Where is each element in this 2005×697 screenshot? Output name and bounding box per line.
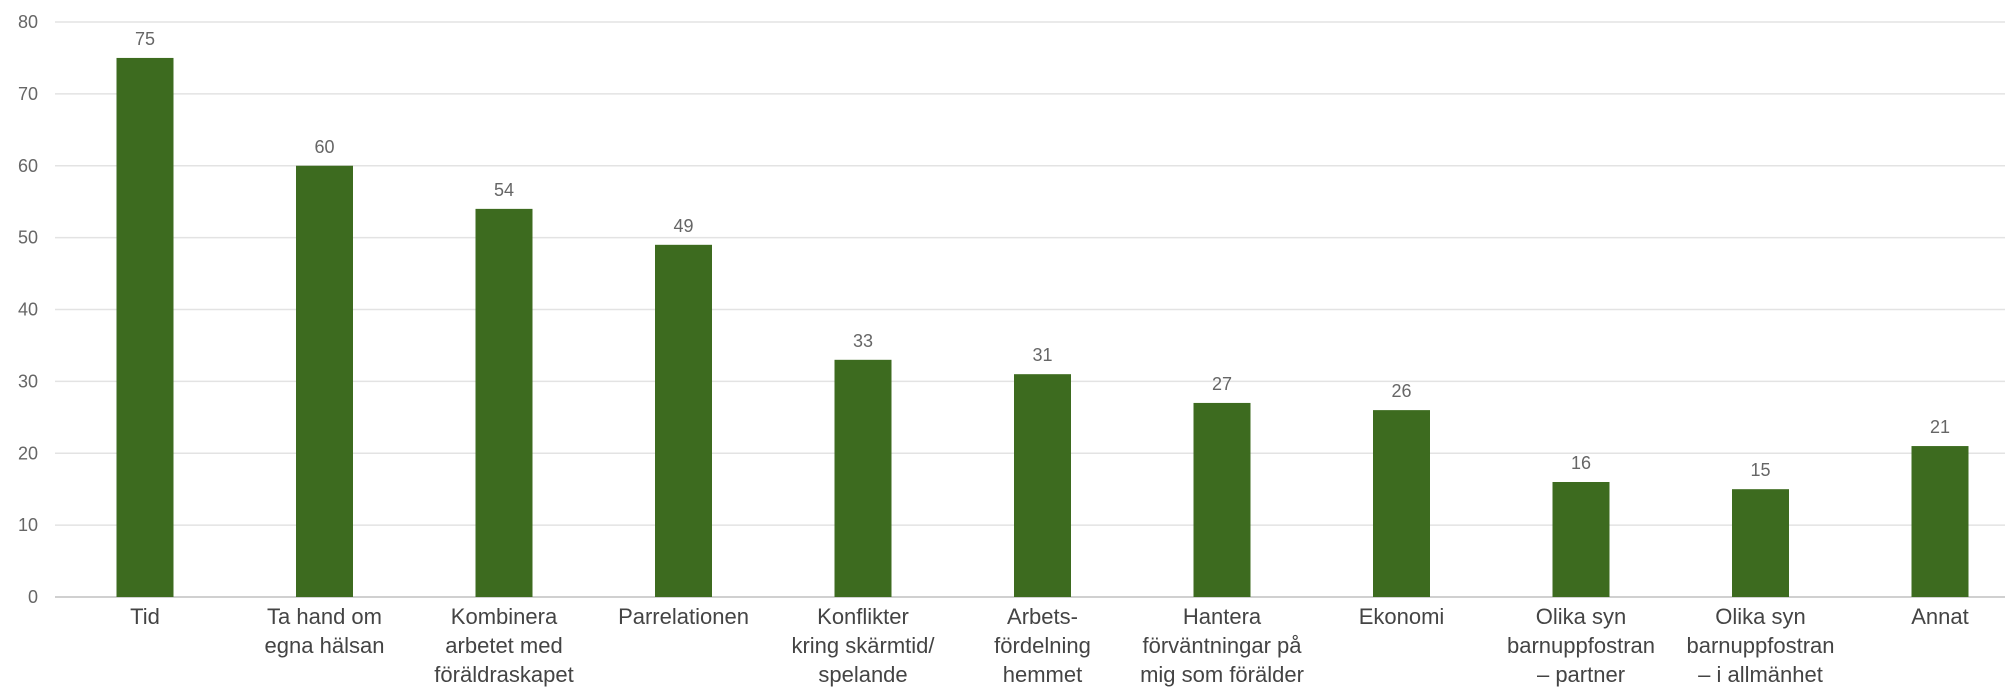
data-label: 49 bbox=[673, 216, 693, 236]
x-tick-label-line: Annat bbox=[1911, 604, 1969, 629]
y-tick-label: 30 bbox=[18, 371, 38, 391]
bar bbox=[475, 208, 533, 597]
bar bbox=[116, 57, 174, 597]
x-tick-label: Ta hand om egna hälsan bbox=[265, 604, 385, 658]
y-tick-label: 70 bbox=[18, 84, 38, 104]
bar bbox=[1014, 374, 1071, 597]
x-tick-label-line: förväntningar på bbox=[1143, 633, 1303, 658]
data-label: 54 bbox=[494, 180, 514, 200]
x-tick-label: Kombinera arbetet med föräldraskapet bbox=[434, 604, 573, 687]
x-tick-label: Annat bbox=[1911, 604, 1969, 629]
x-tick-label-line: fördelning bbox=[994, 633, 1091, 658]
y-tick-label: 10 bbox=[18, 515, 38, 535]
y-tick-label: 40 bbox=[18, 300, 38, 320]
x-tick-label-line: arbetet med bbox=[445, 633, 562, 658]
x-tick-label-line: Olika syn bbox=[1536, 604, 1626, 629]
bar bbox=[1373, 410, 1430, 597]
x-tick-label-line: Kombinera bbox=[451, 604, 558, 629]
x-tick-label-line: Olika syn bbox=[1715, 604, 1805, 629]
y-tick-label: 0 bbox=[28, 587, 38, 607]
data-label: 16 bbox=[1571, 453, 1591, 473]
x-tick-label-line: barnuppfostran bbox=[1687, 633, 1835, 658]
x-tick-label-line: Ekonomi bbox=[1359, 604, 1445, 629]
x-tick-label-line: Arbets- bbox=[1007, 604, 1078, 629]
x-tick-label-line: spelande bbox=[818, 662, 907, 687]
x-tick-label-line: Parrelationen bbox=[618, 604, 749, 629]
x-tick-label-line: egna hälsan bbox=[265, 633, 385, 658]
x-tick-label: Konflikter kring skärmtid/spelande bbox=[791, 604, 935, 687]
x-tick-label-line: – i allmänhet bbox=[1698, 662, 1823, 687]
x-tick-label: Tid bbox=[130, 604, 160, 629]
y-axis-ticks: 0 10 20 30 40 50 60 70 80 bbox=[18, 12, 38, 607]
data-label: 60 bbox=[314, 137, 334, 157]
y-tick-label: 80 bbox=[18, 12, 38, 32]
x-tick-label-line: Tid bbox=[130, 604, 160, 629]
bar bbox=[1911, 446, 1969, 597]
data-label: 15 bbox=[1750, 460, 1770, 480]
y-tick-label: 20 bbox=[18, 443, 38, 463]
bar bbox=[655, 244, 712, 597]
data-label: 33 bbox=[853, 331, 873, 351]
bar bbox=[1193, 402, 1251, 597]
x-tick-label: Hantera förväntningar på mig som förälder bbox=[1140, 604, 1304, 687]
x-tick-label-line: – partner bbox=[1537, 662, 1625, 687]
bar bbox=[296, 165, 353, 597]
data-label: 27 bbox=[1212, 374, 1232, 394]
x-tick-label: Parrelationen bbox=[618, 604, 749, 629]
x-tick-label: Olika syn barnuppfostran – partner bbox=[1507, 604, 1655, 687]
x-tick-label-line: Konflikter bbox=[817, 604, 909, 629]
x-tick-label-line: föräldraskapet bbox=[434, 662, 573, 687]
x-tick-label-line: mig som förälder bbox=[1140, 662, 1304, 687]
data-label: 31 bbox=[1032, 345, 1052, 365]
bar bbox=[1732, 489, 1789, 597]
y-tick-label: 50 bbox=[18, 228, 38, 248]
y-tick-label: 60 bbox=[18, 156, 38, 176]
x-tick-label-line: barnuppfostran bbox=[1507, 633, 1655, 658]
x-axis-ticks: Tid Ta hand om egna hälsan Kombinera arbetet… bbox=[130, 604, 1969, 687]
grid-lines bbox=[55, 21, 2005, 598]
bars bbox=[116, 57, 1969, 597]
data-label: 26 bbox=[1391, 381, 1411, 401]
x-tick-label: Arbets-fördelning hemmet bbox=[994, 604, 1091, 687]
x-tick-label-line: hemmet bbox=[1003, 662, 1082, 687]
data-labels: 75 60 54 49 33 31 27 26 16 15 21 bbox=[135, 29, 1950, 480]
x-tick-label-line: Ta hand om bbox=[267, 604, 382, 629]
data-label: 75 bbox=[135, 29, 155, 49]
x-tick-label-line: Hantera bbox=[1183, 604, 1262, 629]
x-tick-label-line: kring skärmtid/ bbox=[791, 633, 935, 658]
x-tick-label: Ekonomi bbox=[1359, 604, 1445, 629]
x-tick-label: Olika syn barnuppfostran – i allmänhet bbox=[1687, 604, 1835, 687]
bar bbox=[1552, 482, 1610, 597]
data-label: 21 bbox=[1930, 417, 1950, 437]
bar bbox=[834, 359, 892, 597]
